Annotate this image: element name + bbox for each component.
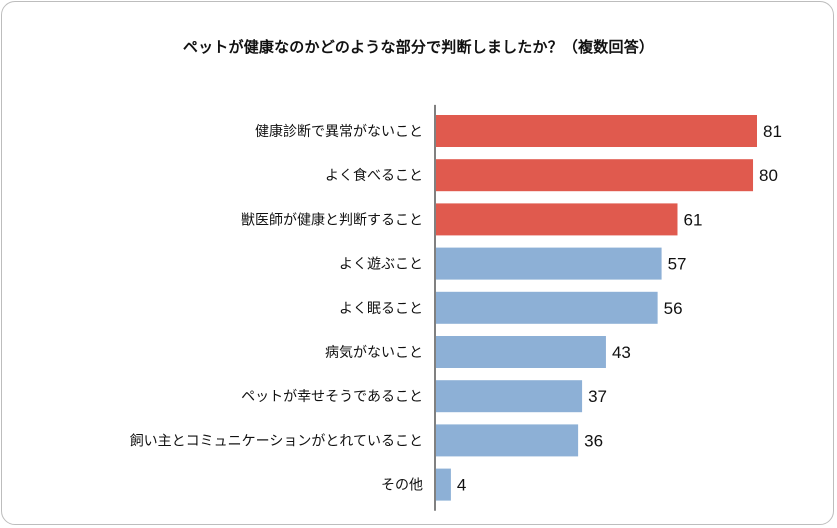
- bar-9: [435, 468, 451, 501]
- category-label-7: ペットが幸せそうであること: [241, 389, 423, 405]
- bar-3: [435, 203, 678, 236]
- value-label-5: 56: [664, 299, 683, 318]
- bar-7: [435, 380, 583, 413]
- value-labels-group: 81 80 61 57 56 43 37 36 4: [457, 122, 782, 495]
- category-label-4: よく遊ぶこと: [339, 257, 423, 273]
- category-labels-group: 健康診断で異常がないことよく食べること獣医師が健康と判断することよく遊ぶことよく…: [130, 123, 423, 494]
- value-label-4: 57: [668, 255, 687, 274]
- value-label-6: 43: [612, 343, 631, 362]
- category-label-5: よく眠ること: [339, 301, 423, 317]
- category-label-9: その他: [381, 478, 423, 494]
- value-label-9: 4: [457, 476, 466, 495]
- bar-8: [435, 424, 579, 457]
- bars-group: [435, 115, 757, 501]
- value-label-2: 80: [759, 166, 778, 185]
- value-label-8: 36: [584, 431, 603, 450]
- bar-1: [435, 115, 757, 147]
- bar-4: [435, 247, 662, 280]
- bar-2: [435, 159, 754, 192]
- value-label-1: 81: [763, 122, 782, 141]
- bar-5: [435, 291, 658, 324]
- value-label-7: 37: [588, 387, 607, 406]
- category-label-8: 飼い主とコミュニケーションがとれていること: [130, 433, 423, 449]
- category-label-2: よく食べること: [325, 167, 423, 184]
- value-label-3: 61: [683, 210, 702, 229]
- category-label-6: 病気がないこと: [325, 345, 423, 361]
- category-label-3: 獣医師が健康と判断すること: [241, 211, 423, 228]
- bar-6: [435, 336, 606, 368]
- category-label-1: 健康診断で異常がないこと: [255, 123, 423, 140]
- chart-title: ペットが健康なのかどのような部分で判断しましたか？（複数回答）: [182, 38, 655, 56]
